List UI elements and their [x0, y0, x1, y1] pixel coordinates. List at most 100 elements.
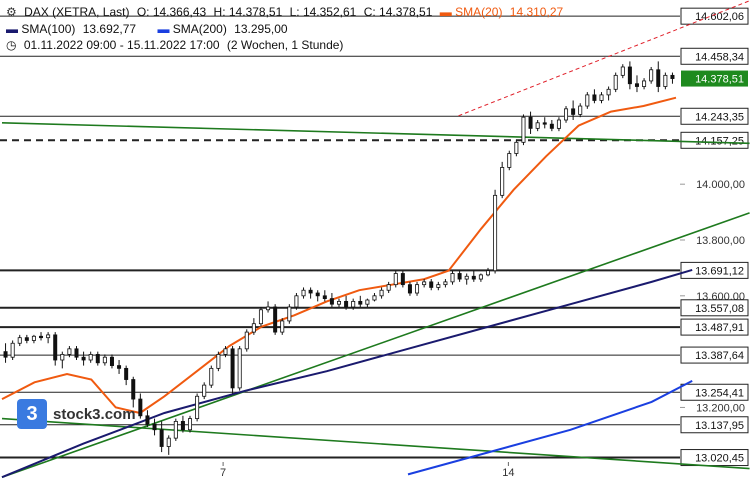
candle-body-93	[663, 74, 668, 87]
candle-body-3	[24, 337, 29, 341]
candle-body-86	[613, 74, 618, 90]
candle-body-6	[46, 334, 51, 339]
level-box-9	[680, 416, 749, 434]
x-tick-label-0: 7	[220, 467, 226, 479]
candle-body-42	[301, 289, 306, 297]
candle-body-77	[549, 123, 554, 129]
stock3-logo-text: stock3.com	[53, 405, 136, 423]
candle-body-2	[17, 337, 22, 344]
candle-body-30	[216, 354, 221, 369]
candle-body-52	[372, 295, 377, 301]
candle-body-72	[514, 141, 519, 154]
candle-body-41	[294, 295, 299, 308]
level-box-5	[680, 299, 749, 317]
level-box-6	[680, 318, 749, 336]
candle-body-50	[358, 300, 363, 305]
candle-body-34	[244, 331, 249, 350]
candle-body-47	[336, 300, 341, 305]
candle-body-40	[287, 306, 292, 322]
axis-tick-label-1: 13.800,00	[696, 235, 745, 247]
level-box-3	[680, 131, 749, 149]
candle-body-92	[656, 69, 661, 87]
header-line-1: ⚙︎ DAX (XETRA, Last) O: 14.366,43 H: 14.…	[6, 5, 571, 19]
candle-body-22	[159, 429, 164, 447]
clock-icon: ◷	[6, 38, 17, 52]
candle-body-71	[507, 153, 512, 168]
level-label-4: 13.691,12	[695, 265, 744, 277]
level-label-9: 13.137,95	[695, 420, 744, 432]
candle-body-66	[471, 275, 476, 280]
candle-body-24	[173, 420, 178, 439]
candle-body-4	[31, 335, 36, 341]
candle-body-81	[578, 105, 583, 115]
level-box-1	[680, 47, 749, 65]
candle-body-74	[528, 116, 533, 129]
candle-body-28	[202, 384, 207, 397]
candle-body-76	[542, 122, 547, 125]
level-label-7: 13.387,64	[695, 350, 744, 362]
candle-body-49	[351, 300, 356, 308]
candle-body-57	[407, 284, 412, 294]
candle-body-21	[152, 423, 157, 431]
candle-body-20	[145, 415, 150, 425]
candle-body-59	[422, 281, 427, 286]
candle-body-23	[166, 437, 171, 447]
level-label-1: 14.458,34	[695, 51, 744, 63]
candle-body-33	[237, 348, 242, 389]
candle-body-84	[599, 94, 604, 101]
candle-body-13	[95, 354, 100, 364]
sma100-label: SMA(100)	[21, 22, 76, 36]
candle-body-55	[393, 273, 398, 286]
axis-tick-label-0: 14.000,00	[696, 179, 745, 191]
level-label-2: 14.243,35	[695, 111, 744, 123]
level-label-3: 14.157,25	[695, 135, 744, 147]
period-interval: (2 Wochen, 1 Stunde)	[226, 38, 344, 52]
candle-body-68	[485, 270, 490, 276]
instrument-name: DAX (XETRA, Last)	[24, 5, 130, 19]
candle-body-14	[102, 356, 107, 364]
axis-tick-label-3: 13.200,00	[696, 402, 745, 414]
candle-body-44	[315, 292, 320, 297]
candle-body-29	[209, 367, 214, 386]
sma100-value: 13.692,77	[82, 22, 137, 36]
candle-body-15	[109, 356, 114, 366]
candle-body-0	[3, 351, 8, 358]
sma20-value: 14.310,27	[509, 5, 564, 19]
sma100-line	[1, 268, 693, 479]
candle-body-26	[188, 418, 193, 431]
candle-body-63	[450, 273, 455, 283]
candle-body-78	[556, 119, 561, 129]
candle-body-39	[280, 320, 285, 333]
candle-body-91	[649, 69, 654, 82]
high-value: H: 14.378,51	[213, 5, 283, 19]
candle-body-73	[521, 116, 526, 143]
level-box-8	[680, 383, 749, 401]
candle-body-70	[500, 167, 505, 196]
sma200-label: SMA(200)	[172, 22, 227, 36]
candle-body-46	[329, 298, 334, 305]
open-value: O: 14.366,43	[136, 5, 207, 19]
candle-body-89	[634, 83, 639, 87]
candle-body-88	[627, 66, 632, 85]
sma20-legend: ▬ SMA(20) 14.310,27	[439, 5, 564, 19]
level-label-10: 13.020,45	[695, 453, 744, 465]
candle-body-54	[386, 284, 391, 291]
level-box-7	[680, 346, 749, 364]
candle-body-85	[606, 88, 611, 96]
chart-settings-icon[interactable]: ⚙︎	[6, 5, 17, 19]
level-box-0	[680, 7, 749, 25]
header-line-2: ▬ SMA(100) 13.692,77 ▬ SMA(200) 13.295,0…	[6, 22, 300, 36]
trendline-1	[1, 212, 750, 478]
sma200-value: 13.295,00	[234, 22, 288, 36]
stock3-logo[interactable]: 3 stock3.com	[17, 399, 136, 429]
sma20-line	[1, 96, 677, 415]
candle-body-8	[60, 354, 65, 361]
candle-body-32	[230, 348, 235, 389]
sma200-legend: ▬ SMA(200) 13.295,00	[157, 22, 288, 36]
candle-body-58	[415, 284, 420, 294]
candle-body-7	[53, 334, 58, 361]
trendline-0	[1, 121, 750, 145]
candle-body-10	[74, 348, 79, 358]
candle-body-64	[457, 273, 462, 280]
